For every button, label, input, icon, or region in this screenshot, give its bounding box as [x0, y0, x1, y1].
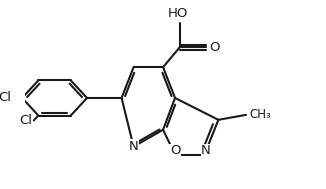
Text: O: O [170, 144, 180, 157]
Text: Cl: Cl [19, 114, 32, 127]
Text: CH₃: CH₃ [249, 108, 271, 121]
Text: HO: HO [168, 7, 188, 20]
Text: N: N [201, 144, 211, 157]
Text: N: N [129, 140, 139, 153]
Text: Cl: Cl [0, 91, 12, 105]
Text: O: O [209, 41, 219, 54]
